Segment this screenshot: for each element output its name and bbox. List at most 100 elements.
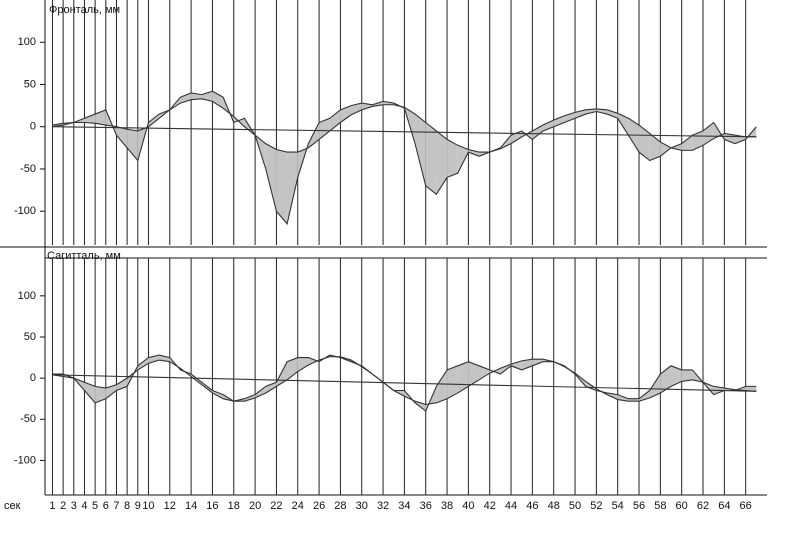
area-fill — [447, 139, 458, 178]
area-fill — [639, 125, 650, 161]
x-tick-label: 16 — [206, 500, 218, 512]
x-tick-label: 58 — [654, 500, 666, 512]
area-fill — [596, 108, 608, 115]
area-fill — [649, 374, 661, 398]
area-fill — [468, 361, 480, 387]
area-fill — [105, 384, 117, 399]
x-tick-label: 4 — [81, 500, 87, 512]
area-fill — [681, 369, 693, 382]
y-tick-label: 100 — [18, 290, 36, 302]
area-fill — [532, 359, 544, 366]
area-fill — [457, 361, 469, 393]
data-line — [52, 356, 757, 406]
area-fill — [84, 382, 96, 403]
x-tick-label: 22 — [270, 500, 282, 512]
area-fill — [511, 360, 522, 370]
x-tick-label: 6 — [103, 500, 109, 512]
area-fill — [287, 152, 298, 224]
x-tick-label: 40 — [462, 500, 474, 512]
y-tick-label: -50 — [20, 163, 36, 175]
area-fill — [95, 109, 106, 126]
data-line — [52, 374, 757, 392]
x-tick-label: 54 — [612, 500, 624, 512]
x-tick-label: 38 — [441, 500, 453, 512]
area-fill — [468, 149, 480, 157]
area-fill — [585, 108, 597, 115]
panel-title: Сагитталь, мм — [47, 250, 121, 262]
y-tick-label: 100 — [18, 36, 36, 48]
y-tick-label: 50 — [24, 78, 36, 90]
area-fill — [148, 114, 160, 127]
area-fill — [265, 143, 277, 212]
area-fill — [287, 357, 298, 380]
area-fill — [745, 386, 757, 392]
area-fill — [212, 91, 224, 109]
y-tick-label: 0 — [30, 121, 36, 133]
x-tick-label: 28 — [334, 500, 346, 512]
x-axis-label: сек — [4, 500, 21, 512]
x-tick-label: 46 — [526, 500, 538, 512]
area-fill — [265, 382, 277, 393]
x-tick-label: 1 — [49, 500, 55, 512]
x-tick-label: 48 — [548, 500, 560, 512]
area-fill — [116, 126, 128, 148]
x-tick-label: 20 — [249, 500, 261, 512]
x-tick-label: 10 — [142, 500, 154, 512]
x-tick-label: 34 — [398, 500, 410, 512]
area-fill — [84, 114, 96, 124]
area-fill — [671, 365, 682, 387]
area-fill — [521, 359, 533, 370]
area-fill — [137, 357, 149, 370]
area-fill — [532, 125, 544, 140]
x-tick-label: 2 — [60, 500, 66, 512]
x-tick-label: 44 — [505, 500, 517, 512]
area-fill — [436, 130, 448, 195]
x-tick-label: 36 — [420, 500, 432, 512]
data-line — [52, 126, 757, 138]
area-fill — [308, 357, 320, 365]
area-fill — [425, 122, 437, 195]
area-fill — [95, 386, 106, 403]
x-tick-label: 56 — [633, 500, 645, 512]
area-fill — [628, 398, 640, 402]
y-tick-label: -100 — [14, 454, 36, 466]
area-fill — [735, 135, 746, 144]
area-fill — [607, 109, 618, 119]
x-tick-label: 24 — [292, 500, 304, 512]
data-line — [52, 354, 757, 412]
area-fill — [447, 365, 458, 399]
area-fill — [255, 386, 266, 398]
area-fill — [116, 378, 128, 391]
area-fill — [340, 105, 352, 123]
x-tick-label: 42 — [484, 500, 496, 512]
x-tick-label: 12 — [164, 500, 176, 512]
y-tick-label: 50 — [24, 331, 36, 343]
area-fill — [297, 357, 309, 372]
x-tick-label: 3 — [71, 500, 77, 512]
x-tick-label: 26 — [313, 500, 325, 512]
x-tick-label: 9 — [135, 500, 141, 512]
area-fill — [671, 143, 682, 151]
x-tick-label: 66 — [740, 500, 752, 512]
area-fill — [660, 141, 672, 157]
x-tick-label: 5 — [92, 500, 98, 512]
x-tick-label: 52 — [590, 500, 602, 512]
y-tick-label: -50 — [20, 413, 36, 425]
x-tick-label: 62 — [697, 500, 709, 512]
x-tick-label: 7 — [113, 500, 119, 512]
x-tick-label: 60 — [676, 500, 688, 512]
x-tick-label: 30 — [356, 500, 368, 512]
y-tick-label: 0 — [30, 372, 36, 384]
area-fill — [329, 109, 341, 131]
x-tick-label: 14 — [185, 500, 197, 512]
x-tick-label: 8 — [124, 500, 130, 512]
area-fill — [457, 145, 469, 174]
x-tick-label: 64 — [718, 500, 730, 512]
area-fill — [319, 118, 330, 140]
area-fill — [127, 129, 138, 161]
area-fill — [244, 394, 256, 402]
area-fill — [436, 369, 448, 403]
area-fill — [617, 113, 629, 136]
